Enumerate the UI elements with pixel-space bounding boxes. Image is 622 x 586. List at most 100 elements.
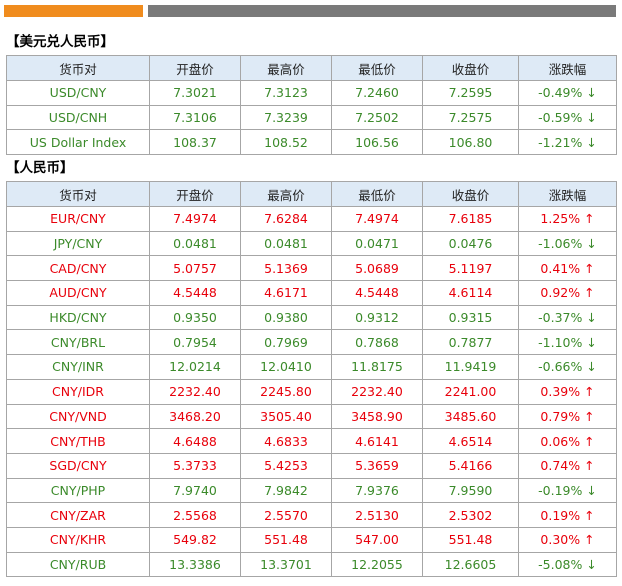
open-price: 3468.20 <box>149 403 241 430</box>
currency-pair: SGD/CNY <box>6 452 150 479</box>
change-percent: 0.74% ↑ <box>518 452 617 479</box>
high-price: 7.3123 <box>240 80 332 106</box>
open-price: 549.82 <box>149 526 241 553</box>
change-percent: -0.66% ↓ <box>518 354 617 380</box>
open-price: 108.37 <box>149 129 241 156</box>
open-price: 7.9740 <box>149 477 241 504</box>
change-value: 1.25% <box>540 211 581 227</box>
open-price: 4.6488 <box>149 428 241 454</box>
low-price: 7.9376 <box>331 477 423 504</box>
open-price: 0.7954 <box>149 329 241 356</box>
currency-pair: CNY/ZAR <box>6 502 150 528</box>
table-row: CNY/VND 3468.20 3505.40 3458.90 3485.60 0.79%… <box>6 403 617 430</box>
arrow-down-icon: ↓ <box>586 110 597 126</box>
currency-pair: AUD/CNY <box>6 280 150 306</box>
currency-pair: CNY/IDR <box>6 378 150 405</box>
arrow-up-icon: ↑ <box>584 285 595 301</box>
arrow-up-icon: ↑ <box>584 532 595 548</box>
change-value: 0.30% <box>540 532 581 548</box>
high-price: 0.9380 <box>240 304 332 331</box>
arrow-down-icon: ↓ <box>586 310 597 326</box>
change-percent: -0.37% ↓ <box>518 304 617 331</box>
header-low: 最低价 <box>331 55 423 81</box>
currency-pair: CNY/INR <box>6 354 150 380</box>
currency-pair: EUR/CNY <box>6 206 150 232</box>
low-price: 7.2460 <box>331 80 423 106</box>
open-price: 2.5568 <box>149 502 241 528</box>
open-price: 7.4974 <box>149 206 241 232</box>
currency-pair: JPY/CNY <box>6 230 150 257</box>
change-percent: 0.19% ↑ <box>518 502 617 528</box>
close-price: 5.4166 <box>422 452 519 479</box>
table-row: AUD/CNY 4.5448 4.6171 4.5448 4.6114 0.92% ↑ <box>6 280 617 306</box>
arrow-down-icon: ↓ <box>586 482 597 498</box>
close-price: 2.5302 <box>422 502 519 528</box>
change-value: 0.79% <box>540 408 581 424</box>
high-price: 2.5570 <box>240 502 332 528</box>
change-percent: -0.19% ↓ <box>518 477 617 504</box>
close-price: 551.48 <box>422 526 519 553</box>
arrow-down-icon: ↓ <box>586 556 597 572</box>
table-row: CNY/RUB 13.3386 13.3701 12.2055 12.6605 -5.08… <box>6 551 617 578</box>
arrow-down-icon: ↓ <box>586 134 597 150</box>
arrow-up-icon: ↑ <box>584 408 595 424</box>
change-value: -5.08% <box>538 556 583 572</box>
currency-pair: CNY/RUB <box>6 551 150 578</box>
close-price: 0.0476 <box>422 230 519 257</box>
low-price: 2232.40 <box>331 378 423 405</box>
currency-pair: CNY/KHR <box>6 526 150 553</box>
high-price: 3505.40 <box>240 403 332 430</box>
low-price: 3458.90 <box>331 403 423 430</box>
arrow-up-icon: ↑ <box>584 260 595 276</box>
table-row: USD/CNH 7.3106 7.3239 7.2502 7.2575 -0.59% ↓ <box>6 104 617 131</box>
low-price: 5.3659 <box>331 452 423 479</box>
table-header-row: 货币对 开盘价 最高价 最低价 收盘价 涨跌幅 <box>6 181 617 207</box>
low-price: 547.00 <box>331 526 423 553</box>
change-value: 0.74% <box>540 458 581 474</box>
currency-pair: USD/CNH <box>6 104 150 131</box>
table-row: CNY/ZAR 2.5568 2.5570 2.5130 2.5302 0.19% ↑ <box>6 502 617 528</box>
low-price: 106.56 <box>331 129 423 156</box>
low-price: 12.2055 <box>331 551 423 578</box>
table-row: USD/CNY 7.3021 7.3123 7.2460 7.2595 -0.49% ↓ <box>6 80 617 106</box>
table-row: CNY/THB 4.6488 4.6833 4.6141 4.6514 0.06% ↑ <box>6 428 617 454</box>
high-price: 0.7969 <box>240 329 332 356</box>
table-row: CNY/KHR 549.82 551.48 547.00 551.48 0.30% ↑ <box>6 526 617 553</box>
header-high: 最高价 <box>240 55 332 81</box>
close-price: 106.80 <box>422 129 519 156</box>
open-price: 4.5448 <box>149 280 241 306</box>
high-price: 4.6171 <box>240 280 332 306</box>
high-price: 12.0410 <box>240 354 332 380</box>
high-price: 5.4253 <box>240 452 332 479</box>
close-price: 2241.00 <box>422 378 519 405</box>
change-percent: -1.21% ↓ <box>518 129 617 156</box>
low-price: 4.6141 <box>331 428 423 454</box>
currency-pair: CNY/VND <box>6 403 150 430</box>
change-percent: 0.06% ↑ <box>518 428 617 454</box>
table-row: CNY/BRL 0.7954 0.7969 0.7868 0.7877 -1.10% ↓ <box>6 329 617 356</box>
open-price: 5.3733 <box>149 452 241 479</box>
open-price: 7.3106 <box>149 104 241 131</box>
open-price: 2232.40 <box>149 378 241 405</box>
change-value: -0.66% <box>538 359 583 375</box>
currency-pair: US Dollar Index <box>6 129 150 156</box>
table-row: EUR/CNY 7.4974 7.6284 7.4974 7.6185 1.25% ↑ <box>6 206 617 232</box>
high-price: 108.52 <box>240 129 332 156</box>
low-price: 11.8175 <box>331 354 423 380</box>
low-price: 0.9312 <box>331 304 423 331</box>
close-price: 11.9419 <box>422 354 519 380</box>
rmb-section-title: 【人民币】 <box>6 160 74 176</box>
header-divider-bar <box>148 5 616 17</box>
change-value: -0.59% <box>538 110 583 126</box>
high-price: 551.48 <box>240 526 332 553</box>
table-row: CAD/CNY 5.0757 5.1369 5.0689 5.1197 0.41% ↑ <box>6 255 617 282</box>
header-close: 收盘价 <box>422 55 519 81</box>
change-percent: 0.39% ↑ <box>518 378 617 405</box>
change-value: 0.06% <box>540 433 581 449</box>
close-price: 0.9315 <box>422 304 519 331</box>
arrow-down-icon: ↓ <box>586 334 597 350</box>
arrow-up-icon: ↑ <box>584 458 595 474</box>
currency-pair: CNY/PHP <box>6 477 150 504</box>
change-percent: 1.25% ↑ <box>518 206 617 232</box>
change-percent: 0.41% ↑ <box>518 255 617 282</box>
